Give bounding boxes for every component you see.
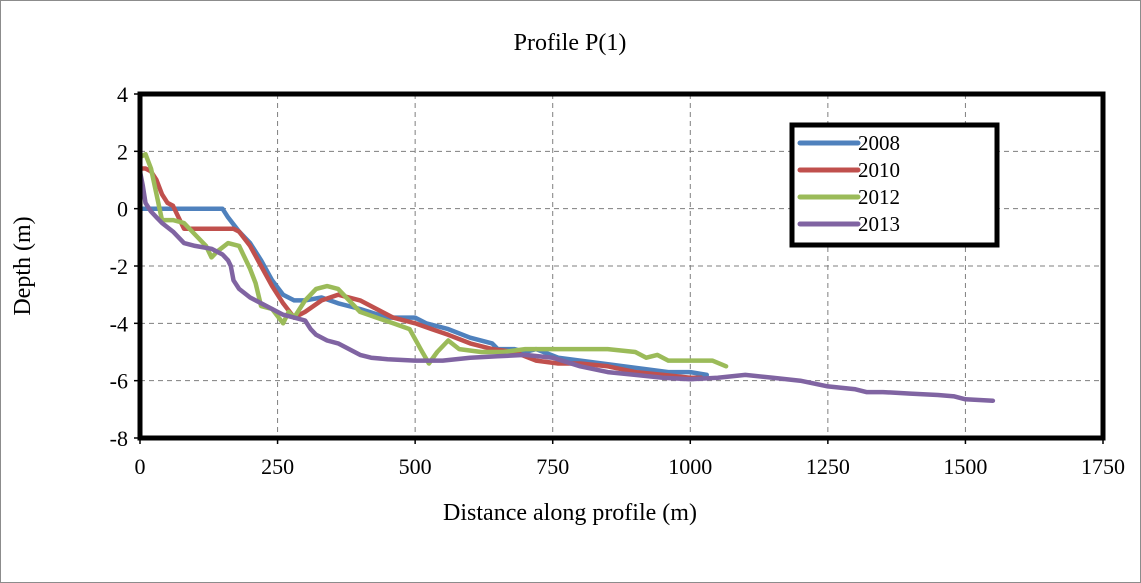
- legend-label-2013: 2013: [858, 212, 900, 236]
- y-tick-label: 2: [117, 139, 128, 164]
- legend-label-2010: 2010: [858, 158, 900, 182]
- x-tick-label: 500: [399, 454, 432, 479]
- x-tick-label: 1000: [668, 454, 712, 479]
- legend-label-2012: 2012: [858, 185, 900, 209]
- y-tick-label: -4: [110, 311, 128, 336]
- series-lines: [137, 151, 996, 403]
- series-line-2010: [137, 166, 704, 381]
- series-line-2013: [137, 169, 996, 403]
- x-tick-label: 250: [261, 454, 294, 479]
- y-axis-title: Depth (m): [10, 216, 36, 315]
- y-tick-label: -8: [110, 426, 128, 451]
- x-tick-label: 750: [536, 454, 569, 479]
- x-tick-label: 1500: [943, 454, 987, 479]
- legend-label-2008: 2008: [858, 131, 900, 155]
- y-tick-label: 0: [117, 197, 128, 222]
- y-tick-label: -6: [110, 369, 128, 394]
- y-axis-tick-labels: 4 2 0 -2 -4 -6 -8: [110, 82, 140, 451]
- x-tick-label: 0: [135, 454, 146, 479]
- series-line-2012: [137, 151, 729, 369]
- x-axis-title: Distance along profile (m): [443, 500, 697, 526]
- x-tick-label: 1750: [1081, 454, 1125, 479]
- x-axis-tick-labels: 0 250 500 750 1000 1250 1500 1750: [135, 438, 1125, 479]
- y-tick-label: -2: [110, 254, 128, 279]
- y-tick-label: 4: [117, 82, 128, 107]
- x-tick-label: 1250: [806, 454, 850, 479]
- chart-title: Profile P(1): [514, 30, 627, 56]
- legend: 2008 2010 2012 2013: [789, 122, 1000, 248]
